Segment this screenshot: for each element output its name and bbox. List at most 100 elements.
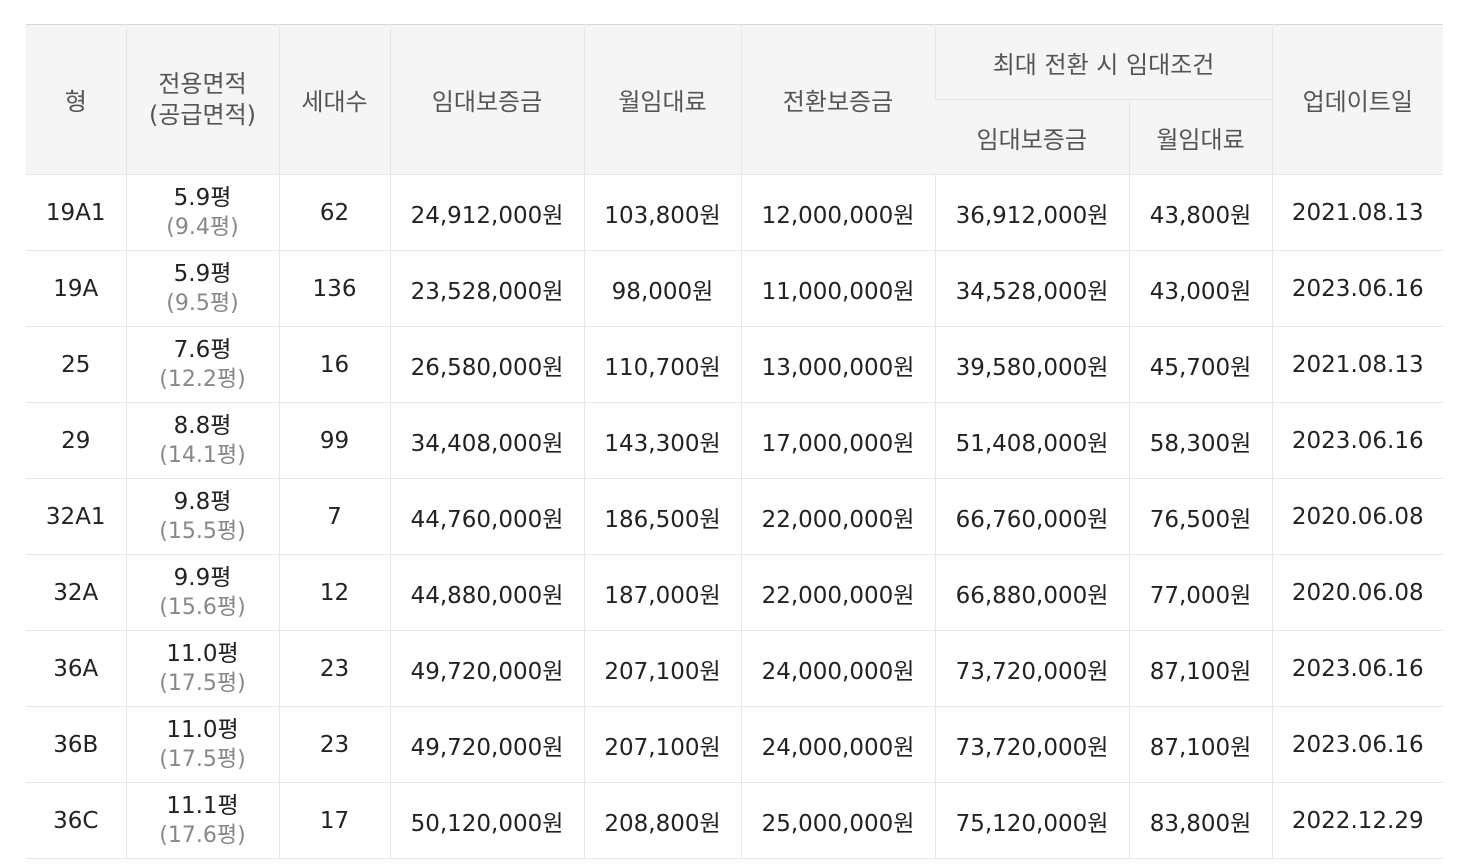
cell-max-monthly-rent: 43,800원	[1128, 174, 1273, 251]
rental-conditions-table: 형 전용면적 (공급면적) 세대수 임대보증금 월임대료 전환보증금 최대 전환…	[26, 24, 1444, 859]
header-monthly-rent: 월임대료	[583, 24, 741, 175]
table-row: 19A1 5.9평 (9.4평) 62 24,912,000원 103,800원 …	[26, 174, 1444, 251]
rental-conditions-table-wrapper: 형 전용면적 (공급면적) 세대수 임대보증금 월임대료 전환보증금 최대 전환…	[26, 24, 1444, 859]
table-row: 25 7.6평 (12.2평) 16 26,580,000원 110,700원 1…	[26, 326, 1444, 403]
cell-max-deposit: 36,912,000원	[934, 174, 1129, 251]
cell-deposit: 49,720,000원	[389, 706, 584, 783]
cell-area-supply: (17.6평)	[159, 822, 246, 848]
cell-conversion-deposit: 22,000,000원	[740, 478, 935, 555]
cell-deposit: 44,760,000원	[389, 478, 584, 555]
cell-area-exclusive: 11.1평	[166, 792, 239, 819]
cell-area-exclusive: 7.6평	[173, 336, 232, 363]
header-max-conversion-group: 최대 전환 시 임대조건	[934, 24, 1273, 100]
table-header: 형 전용면적 (공급면적) 세대수 임대보증금 월임대료 전환보증금 최대 전환…	[26, 24, 1444, 175]
cell-area: 9.9평 (15.6평)	[125, 554, 279, 631]
cell-conversion-deposit: 24,000,000원	[740, 706, 935, 783]
cell-max-deposit: 51,408,000원	[934, 402, 1129, 479]
cell-households: 23	[278, 630, 390, 707]
cell-area: 11.0평 (17.5평)	[125, 706, 279, 783]
cell-max-monthly-rent: 83,800원	[1128, 782, 1273, 859]
table-row: 36C 11.1평 (17.6평) 17 50,120,000원 208,800원…	[26, 782, 1444, 859]
cell-conversion-deposit: 13,000,000원	[740, 326, 935, 403]
header-area: 전용면적 (공급면적)	[125, 24, 279, 175]
cell-max-monthly-rent: 77,000원	[1128, 554, 1273, 631]
cell-area-exclusive: 11.0평	[166, 716, 239, 743]
cell-area-supply: (17.5평)	[159, 746, 246, 772]
cell-updated: 2023.06.16	[1271, 250, 1444, 327]
cell-monthly-rent: 103,800원	[583, 174, 741, 251]
cell-households: 99	[278, 402, 390, 479]
cell-max-monthly-rent: 45,700원	[1128, 326, 1273, 403]
cell-monthly-rent: 207,100원	[583, 630, 741, 707]
header-updated: 업데이트일	[1271, 24, 1444, 175]
cell-deposit: 23,528,000원	[389, 250, 584, 327]
cell-max-deposit: 73,720,000원	[934, 706, 1129, 783]
header-type: 형	[26, 24, 126, 175]
cell-households: 62	[278, 174, 390, 251]
cell-updated: 2022.12.29	[1271, 782, 1444, 859]
cell-deposit: 34,408,000원	[389, 402, 584, 479]
table-row: 36B 11.0평 (17.5평) 23 49,720,000원 207,100원…	[26, 706, 1444, 783]
cell-updated: 2023.06.16	[1271, 630, 1444, 707]
cell-monthly-rent: 186,500원	[583, 478, 741, 555]
header-max-monthly-rent: 월임대료	[1128, 99, 1273, 175]
table-row: 32A 9.9평 (15.6평) 12 44,880,000원 187,000원 …	[26, 554, 1444, 631]
cell-monthly-rent: 207,100원	[583, 706, 741, 783]
cell-type: 36A	[26, 630, 126, 707]
cell-area: 7.6평 (12.2평)	[125, 326, 279, 403]
table-row: 32A1 9.8평 (15.5평) 7 44,760,000원 186,500원 …	[26, 478, 1444, 555]
table-row: 36A 11.0평 (17.5평) 23 49,720,000원 207,100원…	[26, 630, 1444, 707]
cell-area-supply: (9.4평)	[166, 214, 239, 240]
cell-area-supply: (12.2평)	[159, 366, 246, 392]
cell-area: 8.8평 (14.1평)	[125, 402, 279, 479]
cell-max-monthly-rent: 76,500원	[1128, 478, 1273, 555]
cell-type: 25	[26, 326, 126, 403]
cell-area-supply: (15.5평)	[159, 518, 246, 544]
cell-area-exclusive: 9.9평	[173, 564, 232, 591]
cell-type: 32A	[26, 554, 126, 631]
cell-max-deposit: 66,760,000원	[934, 478, 1129, 555]
cell-deposit: 49,720,000원	[389, 630, 584, 707]
cell-conversion-deposit: 11,000,000원	[740, 250, 935, 327]
cell-conversion-deposit: 25,000,000원	[740, 782, 935, 859]
cell-households: 7	[278, 478, 390, 555]
cell-conversion-deposit: 24,000,000원	[740, 630, 935, 707]
table-row: 19A 5.9평 (9.5평) 136 23,528,000원 98,000원 1…	[26, 250, 1444, 327]
cell-max-monthly-rent: 58,300원	[1128, 402, 1273, 479]
cell-area: 11.1평 (17.6평)	[125, 782, 279, 859]
header-area-exclusive: 전용면적	[158, 69, 247, 98]
cell-updated: 2021.08.13	[1271, 174, 1444, 251]
cell-max-deposit: 66,880,000원	[934, 554, 1129, 631]
cell-households: 17	[278, 782, 390, 859]
cell-households: 16	[278, 326, 390, 403]
header-max-deposit: 임대보증금	[935, 99, 1129, 175]
cell-area-exclusive: 9.8평	[173, 488, 232, 515]
cell-type: 29	[26, 402, 126, 479]
cell-area-supply: (14.1평)	[159, 442, 246, 468]
header-households: 세대수	[278, 24, 390, 175]
cell-deposit: 44,880,000원	[389, 554, 584, 631]
cell-type: 19A	[26, 250, 126, 327]
cell-monthly-rent: 110,700원	[583, 326, 741, 403]
cell-monthly-rent: 98,000원	[583, 250, 741, 327]
cell-max-monthly-rent: 87,100원	[1128, 630, 1273, 707]
cell-households: 136	[278, 250, 390, 327]
cell-max-monthly-rent: 87,100원	[1128, 706, 1273, 783]
cell-type: 19A1	[26, 174, 126, 251]
header-conversion-deposit: 전환보증금	[740, 24, 935, 175]
cell-deposit: 50,120,000원	[389, 782, 584, 859]
header-area-supply: (공급면적)	[148, 100, 257, 129]
cell-area-supply: (9.5평)	[166, 290, 239, 316]
cell-updated: 2020.06.08	[1271, 478, 1444, 555]
cell-area-supply: (17.5평)	[159, 670, 246, 696]
cell-deposit: 24,912,000원	[389, 174, 584, 251]
cell-area: 5.9평 (9.5평)	[125, 250, 279, 327]
cell-households: 12	[278, 554, 390, 631]
cell-conversion-deposit: 22,000,000원	[740, 554, 935, 631]
cell-max-monthly-rent: 43,000원	[1128, 250, 1273, 327]
table-body: 19A1 5.9평 (9.4평) 62 24,912,000원 103,800원 …	[26, 174, 1444, 859]
cell-type: 32A1	[26, 478, 126, 555]
cell-conversion-deposit: 17,000,000원	[740, 402, 935, 479]
cell-deposit: 26,580,000원	[389, 326, 584, 403]
cell-area-exclusive: 5.9평	[173, 184, 232, 211]
